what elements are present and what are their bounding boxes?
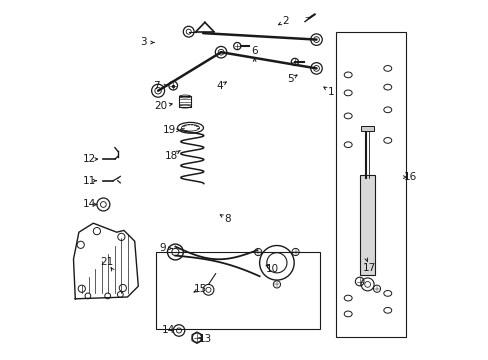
Text: 14: 14	[162, 325, 175, 336]
Text: 11: 11	[82, 176, 96, 186]
Bar	[179, 96, 190, 107]
Text: 15: 15	[194, 284, 207, 294]
Text: 8: 8	[224, 214, 230, 224]
Bar	[156, 252, 320, 329]
Text: 16: 16	[404, 172, 417, 182]
Text: 10: 10	[265, 264, 279, 274]
Text: 7: 7	[153, 81, 159, 91]
Text: 13: 13	[199, 334, 212, 344]
Text: 6: 6	[251, 46, 257, 56]
Text: 4: 4	[216, 81, 222, 91]
Bar	[361, 126, 373, 131]
Text: 19: 19	[163, 125, 176, 135]
Bar	[336, 32, 406, 337]
Text: 9: 9	[159, 243, 165, 253]
Text: 20: 20	[154, 101, 167, 111]
Text: 21: 21	[100, 257, 113, 267]
Text: 18: 18	[165, 150, 178, 161]
Text: 1: 1	[327, 87, 333, 97]
Bar	[360, 175, 374, 275]
Text: 3: 3	[140, 37, 147, 48]
Text: 17: 17	[363, 263, 376, 273]
Text: 5: 5	[286, 74, 293, 84]
Text: 12: 12	[82, 154, 96, 164]
Text: 14: 14	[82, 199, 96, 210]
Text: 2: 2	[282, 16, 288, 26]
